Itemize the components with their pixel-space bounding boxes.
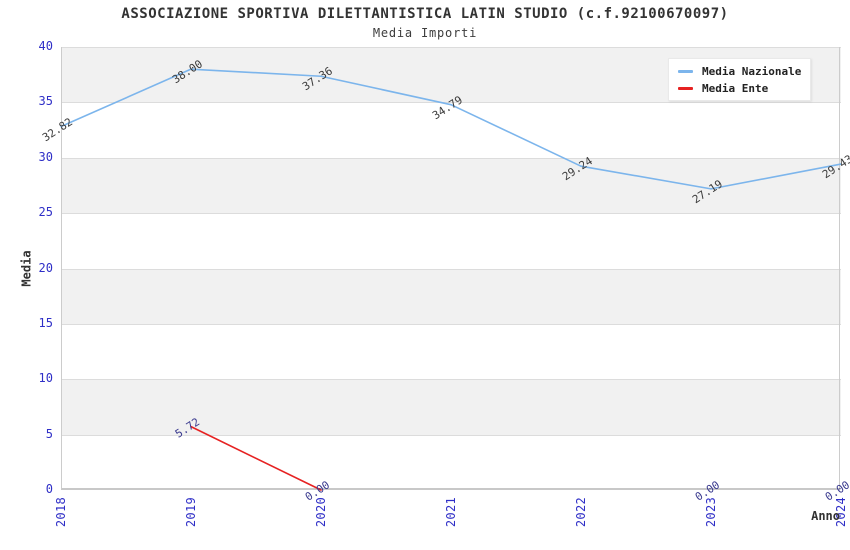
gridline bbox=[61, 213, 841, 215]
media-nazionale-line-swatch-icon bbox=[678, 70, 693, 73]
legend-item-media-ente: Media Ente bbox=[669, 80, 810, 97]
series-line-segment bbox=[710, 163, 842, 190]
chart-subtitle: Media Importi bbox=[372, 26, 478, 40]
series-line-segment bbox=[450, 103, 582, 167]
media-ente-line-swatch-icon bbox=[678, 87, 693, 90]
gridline bbox=[61, 157, 841, 159]
gridline bbox=[61, 434, 841, 436]
series-line-segment bbox=[60, 68, 192, 128]
chart-title: ASSOCIAZIONE SPORTIVA DILETTANTISTICA LA… bbox=[121, 6, 729, 22]
y-axis-title: Media bbox=[19, 250, 34, 287]
plot-border bbox=[61, 47, 840, 490]
plot-band bbox=[61, 157, 841, 214]
y-tick-label: 20 bbox=[38, 260, 53, 275]
series-line-segment bbox=[190, 425, 322, 491]
legend-label: Media Nazionale bbox=[702, 65, 802, 78]
gridline bbox=[61, 102, 841, 104]
y-tick-label: 5 bbox=[45, 426, 53, 441]
gridline bbox=[61, 47, 841, 48]
legend-label: Media Ente bbox=[702, 82, 769, 95]
y-tick-label: 0 bbox=[45, 482, 53, 496]
y-tick-label: 10 bbox=[38, 371, 53, 386]
gridline bbox=[61, 268, 841, 270]
plot-band bbox=[61, 268, 841, 324]
y-tick-label: 35 bbox=[38, 94, 53, 109]
y-tick-label: 25 bbox=[38, 205, 53, 220]
gridline bbox=[61, 323, 841, 325]
gridline bbox=[61, 379, 841, 381]
legend: Media Nazionale Media Ente bbox=[668, 58, 811, 101]
series-line-segment bbox=[320, 75, 452, 106]
legend-item-media-nazionale: Media Nazionale bbox=[669, 63, 810, 80]
y-tick-label: 15 bbox=[38, 315, 53, 330]
y-tick-label: 40 bbox=[38, 39, 53, 53]
series-line-segment bbox=[580, 165, 712, 190]
plot-band bbox=[61, 379, 841, 435]
y-tick-label: 30 bbox=[38, 149, 53, 164]
series-line-segment bbox=[190, 68, 322, 78]
x-axis-title: Anno bbox=[811, 509, 840, 523]
